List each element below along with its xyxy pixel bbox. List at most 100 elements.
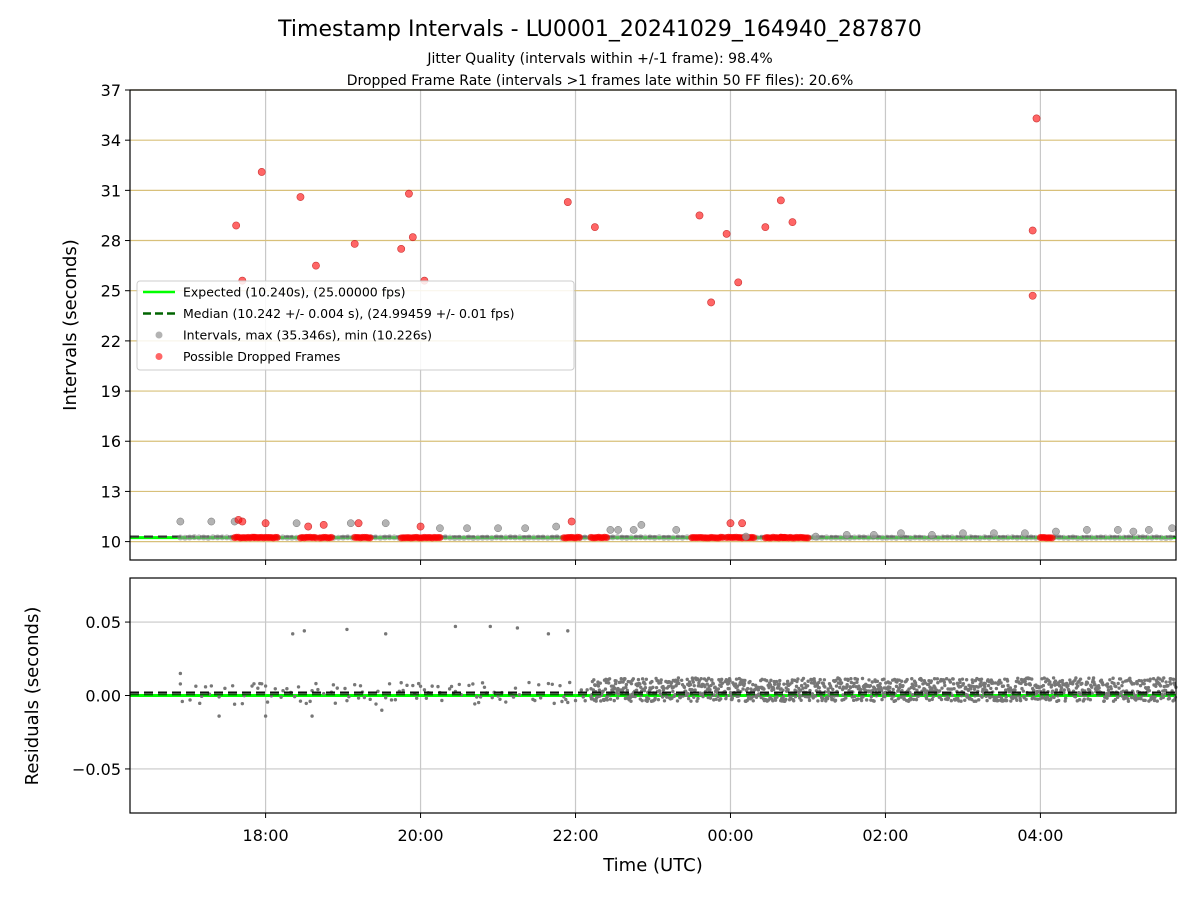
residual-point (778, 678, 782, 683)
residual-point (908, 690, 912, 695)
residual-point (742, 681, 747, 686)
interval-point (865, 534, 872, 541)
residual-point (263, 714, 268, 718)
residual-point (592, 678, 596, 682)
residual-point (614, 679, 618, 683)
interval-point (474, 534, 481, 541)
residual-point (914, 683, 918, 688)
residual-point (347, 695, 351, 699)
residual-point (856, 697, 860, 701)
residual-point (203, 685, 208, 689)
time-xlabel: Time (UTC) (602, 855, 703, 876)
residual-point (1051, 676, 1056, 680)
interval-point (1107, 534, 1114, 541)
residual-point (603, 687, 608, 691)
residual-point (389, 698, 394, 702)
residuals-ticks: 18:00 20:00 22:00 00:00 02:00 04:00 0.05 0.00 −0… (72, 613, 1063, 845)
residual-point (684, 689, 688, 694)
residual-point (751, 699, 755, 703)
residual-point (642, 688, 647, 693)
interval-point (976, 534, 983, 541)
residual-point (676, 676, 681, 680)
residual-point (685, 677, 689, 682)
interval-point (851, 534, 858, 541)
residual-point (646, 697, 651, 701)
residual-point (625, 688, 629, 693)
dropped-frame-point (750, 534, 758, 542)
residual-point (844, 696, 848, 700)
interval-point (672, 526, 681, 534)
residual-point (1052, 695, 1056, 700)
residual-point (1023, 679, 1027, 684)
interval-point (972, 534, 979, 541)
interval-point (928, 531, 936, 539)
interval-point (986, 534, 993, 541)
residual-point (898, 683, 902, 687)
dropped-frame-point (397, 244, 406, 253)
residual-point (825, 696, 830, 701)
residual-point (1135, 682, 1139, 686)
residual-point (911, 692, 915, 697)
residual-point (230, 684, 235, 688)
residual-point (979, 677, 984, 681)
residual-point (772, 682, 777, 686)
residual-point (453, 624, 458, 629)
residual-point (781, 688, 785, 692)
residual-point (639, 685, 643, 689)
residual-point (699, 692, 703, 697)
dropped-frame-point (563, 198, 572, 206)
residual-point (188, 698, 192, 702)
interval-point (177, 534, 184, 541)
residual-point (983, 685, 987, 689)
interval-point (907, 534, 914, 541)
residual-point (706, 676, 711, 681)
residuals-xtick-label: 00:00 (707, 826, 753, 845)
residual-point (430, 684, 434, 688)
interval-point (512, 534, 519, 541)
residual-point (566, 629, 570, 633)
residual-point (733, 682, 738, 686)
interval-point (921, 534, 928, 541)
interval-point (1125, 534, 1132, 541)
residual-point (414, 696, 419, 700)
intervals-ytick-label: 25 (101, 282, 121, 301)
residual-point (727, 687, 731, 691)
residual-point (888, 681, 893, 685)
residual-point (599, 699, 603, 703)
residual-point (696, 696, 700, 701)
residual-point (930, 697, 934, 702)
residual-point (352, 683, 357, 687)
figure-title: Timestamp Intervals - LU0001_20241029_16… (277, 17, 922, 42)
residual-point (940, 686, 944, 690)
residual-point (870, 680, 874, 684)
residual-point (943, 683, 947, 688)
residual-point (1139, 679, 1144, 683)
interval-point (539, 534, 546, 541)
residual-point (794, 684, 799, 689)
interval-point (1004, 534, 1011, 541)
residual-point (1023, 682, 1028, 687)
residual-point (579, 688, 584, 692)
interval-point (902, 534, 909, 541)
residual-point (475, 695, 479, 699)
residual-point (676, 678, 680, 683)
residual-point (440, 698, 444, 703)
residual-point (1088, 688, 1092, 693)
residual-point (693, 688, 697, 692)
residual-point (252, 682, 256, 686)
residual-point (581, 695, 585, 699)
interval-point (1083, 534, 1090, 541)
residual-point (333, 701, 338, 705)
residuals-ytick-label: 0.05 (85, 613, 121, 632)
residual-point (797, 693, 801, 697)
interval-point (614, 526, 622, 534)
residual-point (816, 699, 820, 703)
residual-point (345, 627, 349, 632)
interval-point (581, 534, 588, 541)
interval-point (535, 534, 542, 541)
residual-point (546, 681, 551, 686)
residual-point (951, 682, 956, 686)
residual-point (1016, 676, 1020, 681)
residual-point (823, 685, 827, 689)
residual-point (730, 696, 735, 700)
